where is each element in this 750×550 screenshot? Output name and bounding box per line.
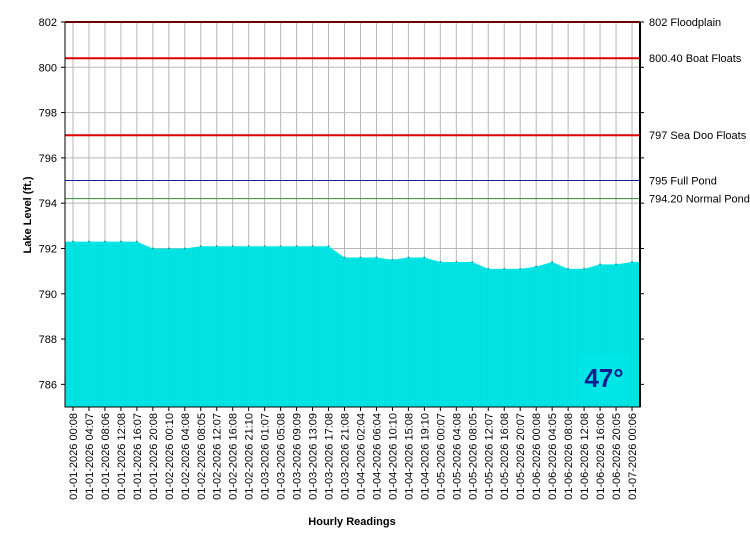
data-point [135, 240, 138, 243]
data-point [311, 245, 314, 248]
data-point [519, 267, 522, 270]
reference-line-label: 797 Sea Doo Floats [649, 130, 747, 142]
data-point [279, 245, 282, 248]
x-tick-label: 01-03-2026 13:09 [308, 413, 320, 500]
x-tick-label: 01-06-2026 20:05 [611, 413, 623, 500]
temperature-value: 47° [584, 363, 623, 393]
data-point [151, 247, 154, 250]
x-tick-label: 01-06-2026 12:08 [579, 413, 591, 500]
lake-level-area [65, 240, 640, 407]
reference-line-label: 795 Full Pond [649, 176, 717, 188]
data-point [615, 263, 618, 266]
data-point [167, 247, 170, 250]
data-point [407, 256, 410, 259]
data-point [327, 245, 330, 248]
data-point [583, 267, 586, 270]
x-tick-label: 01-05-2026 00:07 [435, 413, 447, 500]
data-point [535, 265, 538, 268]
data-point [295, 245, 298, 248]
x-tick-label: 01-06-2026 16:06 [595, 413, 607, 500]
data-point [87, 240, 90, 243]
y-tick-label: 786 [39, 379, 57, 391]
data-point [343, 256, 346, 259]
temperature-badge: 47° [578, 354, 630, 400]
y-axis-ticks: 786 788 790 792 794 796 798 800 802 [39, 17, 644, 391]
x-tick-label: 01-01-2026 00:08 [68, 413, 80, 500]
y-tick-label: 796 [39, 153, 57, 165]
y-tick-label: 800 [39, 62, 57, 74]
data-point [247, 245, 250, 248]
y-tick-label: 788 [39, 334, 57, 346]
data-point [263, 245, 266, 248]
data-point [199, 245, 202, 248]
x-tick-label: 01-04-2026 15:08 [403, 413, 415, 500]
data-point [391, 258, 394, 261]
data-point [551, 261, 554, 264]
x-tick-label: 01-01-2026 04:07 [84, 413, 96, 500]
x-tick-label: 01-02-2026 00:10 [164, 413, 176, 500]
data-point [215, 245, 218, 248]
x-tick-label: 01-03-2026 17:08 [324, 413, 336, 500]
x-tick-label: 01-07-2026 00:06 [627, 413, 639, 500]
x-tick-label: 01-03-2026 21:08 [340, 413, 352, 500]
x-tick-label: 01-02-2026 04:08 [180, 413, 192, 500]
data-point [487, 267, 490, 270]
reference-line-label: 800.40 Boat Floats [649, 53, 742, 65]
x-tick-label: 01-01-2026 20:08 [148, 413, 160, 500]
data-point [183, 247, 186, 250]
y-tick-label: 790 [39, 289, 57, 301]
plot-frame [64, 21, 641, 408]
data-point [471, 261, 474, 264]
x-tick-label: 01-03-2026 01:07 [260, 413, 272, 500]
y-tick-label: 802 [39, 17, 57, 29]
data-point [631, 261, 634, 264]
data-point [423, 256, 426, 259]
x-tick-label: 01-02-2026 08:05 [196, 413, 208, 500]
x-tick-label: 01-01-2026 08:06 [100, 413, 112, 500]
x-tick-label: 01-02-2026 21:10 [244, 413, 256, 500]
data-point [599, 263, 602, 266]
x-tick-label: 01-05-2026 08:05 [467, 413, 479, 500]
data-point [231, 245, 234, 248]
x-tick-label: 01-06-2026 00:08 [531, 413, 543, 500]
reference-line-label: 802 Floodplain [649, 17, 721, 29]
x-tick-label: 01-06-2026 08:08 [563, 413, 575, 500]
x-tick-label: 01-05-2026 12:07 [483, 413, 495, 500]
x-tick-label: 01-05-2026 20:07 [515, 413, 527, 500]
x-axis-title: Hourly Readings [308, 516, 395, 528]
data-point [71, 240, 74, 243]
x-tick-label: 01-02-2026 12:07 [212, 413, 224, 500]
y-tick-label: 794 [39, 198, 57, 210]
temperature-badge-background [578, 354, 630, 400]
y-axis-title: Lake Level (ft.) [22, 176, 34, 253]
x-tick-label: 01-04-2026 06:04 [371, 413, 383, 500]
data-point [375, 256, 378, 259]
x-axis-ticks: 01-01-2026 00:08 01-01-2026 04:07 01-01-20… [68, 407, 639, 500]
x-tick-label: 01-03-2026 05:08 [276, 413, 288, 500]
data-point [439, 261, 442, 264]
reference-line-label: 794.20 Normal Pond [649, 194, 750, 206]
x-tick-label: 01-06-2026 04:05 [547, 413, 559, 500]
x-tick-label: 01-04-2026 19:10 [419, 413, 431, 500]
data-point [503, 267, 506, 270]
y-tick-label: 798 [39, 108, 57, 120]
x-tick-label: 01-03-2026 09:09 [292, 413, 304, 500]
x-tick-label: 01-05-2026 04:08 [451, 413, 463, 500]
x-tick-label: 01-01-2026 16:07 [132, 413, 144, 500]
x-tick-label: 01-04-2026 10:10 [387, 413, 399, 500]
data-point [359, 256, 362, 259]
x-tick-label: 01-02-2026 16:08 [228, 413, 240, 500]
data-point [455, 261, 458, 264]
x-tick-label: 01-05-2026 16:08 [499, 413, 511, 500]
data-point [103, 240, 106, 243]
x-tick-label: 01-01-2026 12:08 [116, 413, 128, 500]
y-tick-label: 792 [39, 243, 57, 255]
x-tick-label: 01-04-2026 02:04 [355, 413, 367, 500]
data-point [567, 267, 570, 270]
data-point [119, 240, 122, 243]
